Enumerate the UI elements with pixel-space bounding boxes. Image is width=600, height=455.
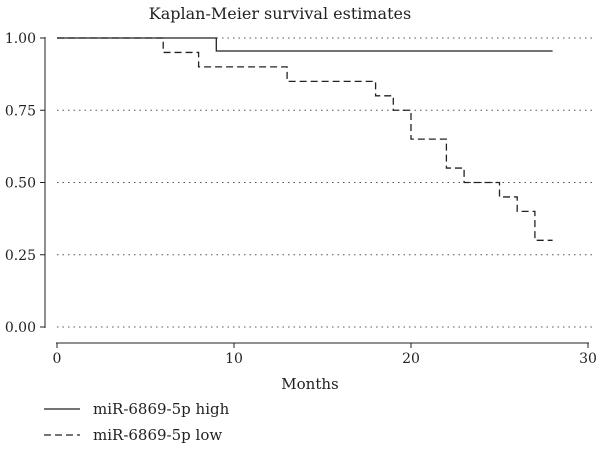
y-tick-label-1: 0.25 — [5, 248, 36, 264]
x-tick-label-3: 30 — [579, 351, 597, 367]
series-line-0 — [57, 37, 553, 52]
legend-label-0: miR-6869-5p high — [93, 400, 230, 418]
y-tick-label-0: 0.00 — [5, 320, 36, 336]
x-axis-label: Months — [281, 375, 338, 393]
x-tick-label-1: 10 — [225, 351, 243, 367]
legend-label-1: miR-6869-5p low — [93, 426, 222, 444]
axes: 0.00 0.25 0.50 0.75 1.00 0 10 20 30 — [5, 31, 597, 367]
series-line-1 — [57, 37, 553, 241]
y-tick-label-2: 0.50 — [5, 176, 36, 192]
legend: miR-6869-5p high miR-6869-5p low — [44, 400, 230, 444]
x-tick-label-0: 0 — [53, 351, 62, 367]
series-lines — [57, 37, 553, 241]
y-tick-label-3: 0.75 — [5, 103, 36, 119]
chart-title: Kaplan-Meier survival estimates — [149, 4, 411, 23]
y-tick-label-4: 1.00 — [5, 31, 36, 47]
x-tick-label-2: 20 — [402, 351, 420, 367]
